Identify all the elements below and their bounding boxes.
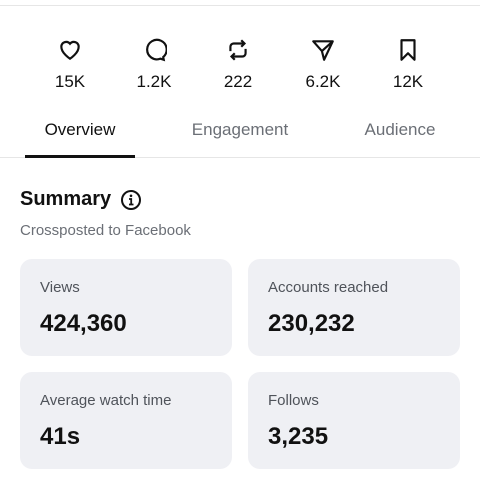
save-count: 12K (392, 72, 424, 91)
tab[interactable]: Overview (44, 120, 116, 139)
top-divider (0, 5, 480, 6)
comment-icon[interactable] (141, 37, 167, 63)
metric-card: Follows 3,235 (248, 372, 460, 469)
metric-card: Accounts reached 230,232 (248, 259, 460, 356)
tab-divider (0, 157, 480, 158)
like-count: 15K (54, 72, 86, 91)
metric-value: 424,360 (40, 310, 127, 337)
metric-card: Average watch time 41s (20, 372, 232, 469)
metric-label: Views (40, 279, 80, 296)
summary-title: Summary (20, 188, 112, 210)
tab[interactable]: Engagement (191, 120, 289, 139)
metric-label: Follows (268, 392, 319, 409)
save-icon[interactable] (395, 37, 421, 63)
metric-card: Views 424,360 (20, 259, 232, 356)
like-icon[interactable] (57, 37, 83, 63)
repost-count: 222 (223, 72, 253, 91)
metric-value: 41s (40, 423, 81, 450)
share-icon[interactable] (310, 37, 336, 63)
info-icon[interactable] (120, 189, 142, 211)
metric-label: Accounts reached (268, 279, 389, 296)
share-count: 6.2K (305, 72, 341, 91)
metric-label: Average watch time (40, 392, 172, 409)
metric-value: 3,235 (268, 423, 329, 450)
metric-value: 230,232 (268, 310, 355, 337)
tab-indicator (25, 155, 135, 158)
summary-subtitle: Crossposted to Facebook (20, 222, 191, 239)
comment-count: 1.2K (136, 72, 172, 91)
tab[interactable]: Audience (364, 120, 436, 139)
repost-icon[interactable] (225, 37, 251, 63)
